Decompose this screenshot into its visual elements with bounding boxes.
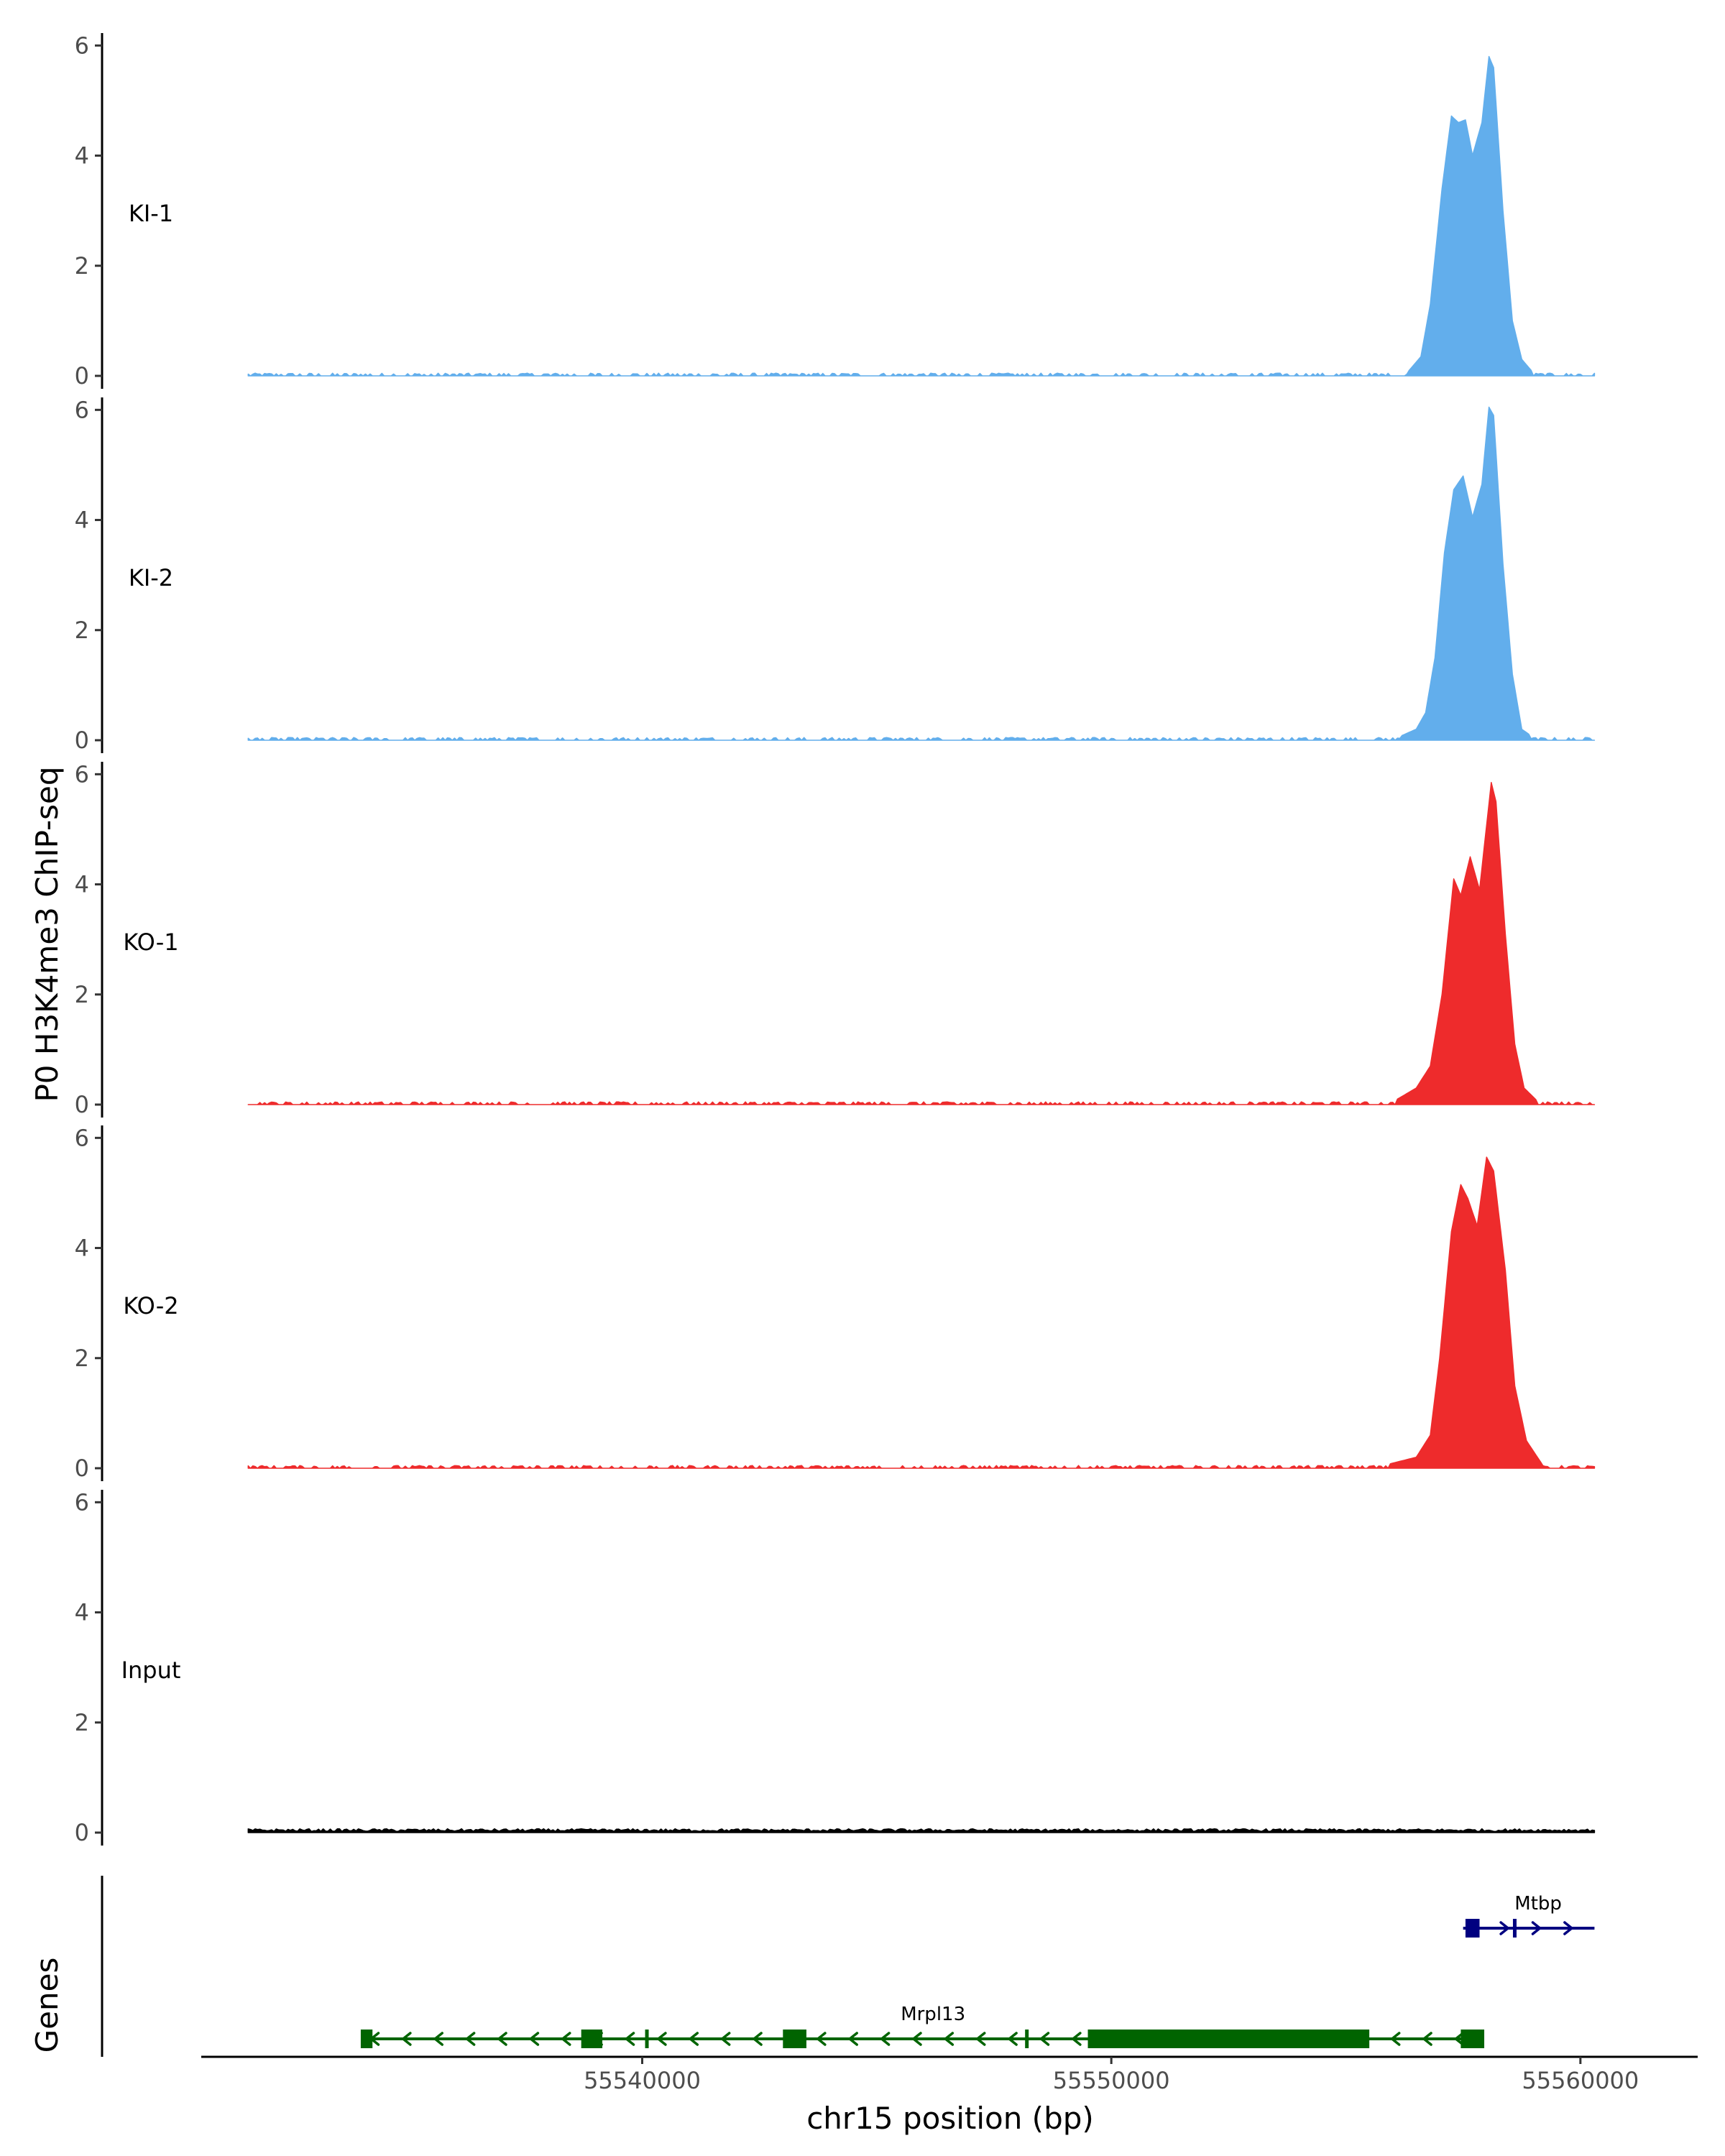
- signal-area: [247, 1828, 1596, 1833]
- track-label: KI-2: [129, 564, 173, 591]
- strand-arrow: [1499, 1921, 1510, 1935]
- track-label: KO-1: [123, 929, 178, 956]
- y-tick-label: 0: [75, 1819, 89, 1846]
- strand-arrow: [1453, 2032, 1465, 2046]
- x-tick-label: 55560000: [1522, 2067, 1639, 2094]
- strand-arrow: [688, 2032, 699, 2046]
- strand-arrow: [401, 2032, 412, 2046]
- gene-mtbp: Mtbp: [1463, 1893, 1595, 1938]
- strand-arrow: [816, 2032, 827, 2046]
- y-tick-label: 4: [75, 1235, 89, 1262]
- strand-arrow: [560, 2032, 571, 2046]
- strand-arrow: [528, 2032, 540, 2046]
- exon-tick: [1512, 1919, 1517, 1938]
- genes-axis-title: Genes: [29, 1958, 65, 2053]
- strand-arrow: [497, 2032, 507, 2046]
- track-input: 0 2 4 6 Input: [75, 1488, 1596, 1846]
- y-tick-label: 0: [75, 1455, 89, 1482]
- y-tick-label: 0: [75, 1091, 89, 1118]
- y-tick-label: 6: [75, 1488, 89, 1516]
- strand-arrow: [464, 2032, 476, 2046]
- signal-area: [247, 782, 1596, 1105]
- strand-arrow: [975, 2032, 986, 2046]
- track-ko-1: 0 2 4 6 KO-1: [75, 760, 1596, 1118]
- track-ki-2: 0 2 4 6 KI-2: [75, 396, 1596, 754]
- x-axis: 55540000 55550000 55560000: [201, 2055, 1698, 2094]
- y-tick-label: 0: [75, 362, 89, 390]
- y-tick-label: 2: [75, 617, 89, 644]
- y-tick-label: 4: [75, 1599, 89, 1626]
- signal-tracks: 0 2 4 6 KI-1 0 2 4 6 KI-2 0 2 4 6 KO-1 0 2 4 6 KO-2 0 2 4 6 Inpu…: [75, 32, 1596, 1846]
- exon: [1460, 2030, 1485, 2048]
- x-axis-title: chr15 position (bp): [806, 2101, 1094, 2136]
- y-tick-label: 4: [75, 871, 89, 898]
- strand-arrow: [433, 2032, 443, 2046]
- y-tick-label: 6: [75, 32, 89, 59]
- gene-label: Mtbp: [1514, 1893, 1562, 1915]
- signal-area: [247, 1156, 1596, 1469]
- x-tick-label: 55540000: [584, 2067, 701, 2094]
- strand-arrow: [879, 2032, 891, 2046]
- genes-panel: Mrpl13 Mtbp: [101, 1876, 1595, 2057]
- gene-label: Mrpl13: [901, 2004, 965, 2025]
- track-ki-1: 0 2 4 6 KI-1: [75, 32, 1596, 390]
- strand-arrow: [752, 2032, 763, 2046]
- strand-arrow: [1422, 2032, 1432, 2046]
- strand-arrow: [1071, 2032, 1082, 2046]
- x-tick-label: 55550000: [1053, 2067, 1170, 2094]
- y-tick-label: 2: [75, 252, 89, 280]
- exon: [1087, 2030, 1370, 2048]
- exon: [360, 2030, 373, 2048]
- y-axis-title: P0 H3K4me3 ChIP-seq: [29, 766, 65, 1102]
- y-tick-label: 4: [75, 142, 89, 170]
- strand-arrow: [624, 2032, 635, 2046]
- exon: [581, 2030, 603, 2048]
- strand-arrow: [719, 2032, 731, 2046]
- y-tick-label: 2: [75, 1709, 89, 1736]
- exon: [1465, 1919, 1480, 1938]
- strand-arrow: [1563, 1921, 1574, 1935]
- strand-arrow: [847, 2032, 858, 2046]
- gene-mrpl13: Mrpl13: [360, 2004, 1485, 2048]
- strand-arrow: [911, 2032, 922, 2046]
- track-label: Input: [121, 1657, 181, 1684]
- strand-arrow: [943, 2032, 954, 2046]
- exon-tick: [645, 2030, 649, 2048]
- exon: [783, 2030, 806, 2048]
- strand-arrow: [656, 2032, 667, 2046]
- y-tick-label: 2: [75, 1345, 89, 1372]
- y-tick-label: 4: [75, 507, 89, 534]
- y-tick-label: 6: [75, 1124, 89, 1151]
- track-label: KI-1: [129, 200, 173, 227]
- strand-arrow: [1039, 2032, 1050, 2046]
- signal-area: [247, 55, 1596, 377]
- y-tick-label: 6: [75, 396, 89, 423]
- track-label: KO-2: [123, 1292, 178, 1319]
- y-tick-label: 2: [75, 981, 89, 1008]
- track-ko-2: 0 2 4 6 KO-2: [75, 1124, 1596, 1482]
- strand-arrow: [1389, 2032, 1401, 2046]
- signal-area: [247, 406, 1596, 741]
- exon-tick: [1025, 2030, 1029, 2048]
- strand-arrow: [1531, 1921, 1542, 1935]
- y-tick-label: 6: [75, 760, 89, 788]
- strand-arrow: [1007, 2032, 1018, 2046]
- y-tick-label: 0: [75, 727, 89, 754]
